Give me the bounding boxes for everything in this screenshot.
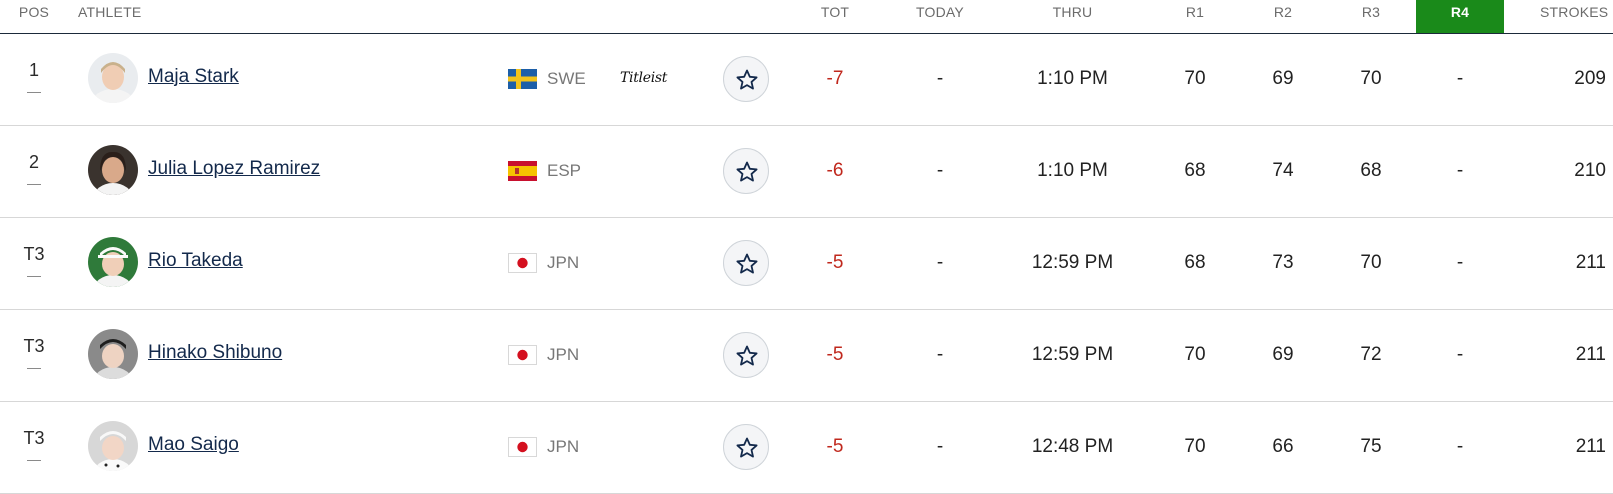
leaderboard-row[interactable]: 2 Julia Lopez Ramirez ESP -6 - 1:10 PM 6…: [0, 126, 1613, 218]
position: 2: [28, 152, 39, 172]
player-name-link[interactable]: Maja Stark: [148, 66, 239, 87]
header-strokes[interactable]: STROKES: [1540, 4, 1609, 20]
leaderboard-row[interactable]: T3 Hinako Shibuno JPN -5 - 12:59 PM 70 6…: [0, 310, 1613, 402]
round-1-score: 70: [1184, 436, 1206, 457]
round-2-score: 66: [1272, 436, 1294, 457]
header-r1[interactable]: R1: [1185, 4, 1205, 20]
round-3-score: 72: [1360, 344, 1382, 365]
player-name-link[interactable]: Hinako Shibuno: [148, 342, 283, 363]
round-4-score: -: [1456, 160, 1464, 181]
country-code: SWE: [547, 69, 586, 88]
movement-indicator: [27, 460, 41, 461]
header-tot[interactable]: TOT: [820, 4, 850, 20]
round-2-score: 69: [1272, 68, 1294, 89]
thru-time: 12:48 PM: [1031, 436, 1114, 457]
header-r3[interactable]: R3: [1361, 4, 1381, 20]
player-avatar[interactable]: [88, 237, 138, 287]
favorite-button[interactable]: [723, 332, 769, 378]
thru-time: 1:10 PM: [1037, 160, 1108, 181]
today-score: -: [936, 252, 944, 273]
round-1-score: 70: [1184, 68, 1206, 89]
total-strokes: 211: [1575, 252, 1606, 273]
position: T3: [23, 428, 45, 448]
leaderboard-header: POS ATHLETE TOT TODAY THRU R1 R2 R3 R4 S…: [0, 0, 1613, 34]
round-3-score: 70: [1360, 252, 1382, 273]
today-score: -: [936, 68, 944, 89]
country-code: JPN: [547, 345, 580, 364]
header-today[interactable]: TODAY: [916, 4, 964, 20]
player-name-link[interactable]: Mao Saigo: [148, 434, 239, 455]
round-2-score: 74: [1272, 160, 1294, 181]
movement-indicator: [27, 368, 41, 369]
round-3-score: 75: [1360, 436, 1382, 457]
favorite-button[interactable]: [723, 424, 769, 470]
sweden-flag-icon: [508, 69, 537, 89]
total-score: -5: [826, 252, 844, 273]
position: T3: [23, 244, 45, 264]
leaderboard-row[interactable]: 1 Maja Stark SWE Titleist -7 - 1:10 PM 7…: [0, 34, 1613, 126]
position: T3: [23, 336, 45, 356]
total-score: -7: [826, 68, 844, 89]
round-1-score: 68: [1184, 252, 1206, 273]
round-4-score: -: [1456, 252, 1464, 273]
country-code: ESP: [547, 161, 582, 180]
header-r4[interactable]: R4: [1416, 0, 1504, 33]
country-code: JPN: [547, 253, 580, 272]
round-3-score: 70: [1360, 68, 1382, 89]
player-avatar[interactable]: [88, 53, 138, 103]
total-strokes: 211: [1575, 344, 1606, 365]
favorite-button[interactable]: [723, 56, 769, 102]
thru-time: 12:59 PM: [1031, 344, 1114, 365]
player-name-link[interactable]: Julia Lopez Ramirez: [148, 158, 321, 179]
leaderboard-row[interactable]: T3 Rio Takeda JPN -5 - 12:59 PM 68 73 70…: [0, 218, 1613, 310]
position: 1: [28, 60, 39, 80]
country-code: JPN: [547, 437, 580, 456]
today-score: -: [936, 436, 944, 457]
japan-flag-icon: [508, 253, 537, 273]
round-3-score: 68: [1360, 160, 1382, 181]
player-avatar[interactable]: [88, 145, 138, 195]
today-score: -: [936, 344, 944, 365]
total-strokes: 209: [1574, 68, 1606, 89]
japan-flag-icon: [508, 437, 537, 457]
total-score: -6: [826, 160, 844, 181]
player-avatar[interactable]: [88, 421, 138, 471]
round-1-score: 68: [1184, 160, 1206, 181]
total-strokes: 211: [1575, 436, 1606, 457]
player-name-link[interactable]: Rio Takeda: [148, 250, 243, 271]
round-4-score: -: [1456, 68, 1464, 89]
leaderboard-row[interactable]: T3 Mao Saigo JPN -5 - 12:48 PM 70 66 75 …: [0, 402, 1613, 494]
movement-indicator: [27, 92, 41, 93]
player-avatar[interactable]: [88, 329, 138, 379]
round-4-score: -: [1456, 436, 1464, 457]
round-2-score: 73: [1272, 252, 1294, 273]
favorite-button[interactable]: [723, 148, 769, 194]
round-2-score: 69: [1272, 344, 1294, 365]
thru-time: 1:10 PM: [1037, 68, 1108, 89]
sponsor-logo: Titleist: [620, 70, 668, 86]
total-score: -5: [826, 436, 844, 457]
header-r2[interactable]: R2: [1273, 4, 1293, 20]
thru-time: 12:59 PM: [1031, 252, 1114, 273]
round-1-score: 70: [1184, 344, 1206, 365]
movement-indicator: [27, 184, 41, 185]
header-athlete[interactable]: ATHLETE: [78, 4, 142, 20]
spain-flag-icon: [508, 161, 537, 181]
today-score: -: [936, 160, 944, 181]
header-thru[interactable]: THRU: [1052, 4, 1093, 20]
total-strokes: 210: [1574, 160, 1606, 181]
round-4-score: -: [1456, 344, 1464, 365]
japan-flag-icon: [508, 345, 537, 365]
favorite-button[interactable]: [723, 240, 769, 286]
header-pos[interactable]: POS: [18, 4, 50, 20]
movement-indicator: [27, 276, 41, 277]
total-score: -5: [826, 344, 844, 365]
